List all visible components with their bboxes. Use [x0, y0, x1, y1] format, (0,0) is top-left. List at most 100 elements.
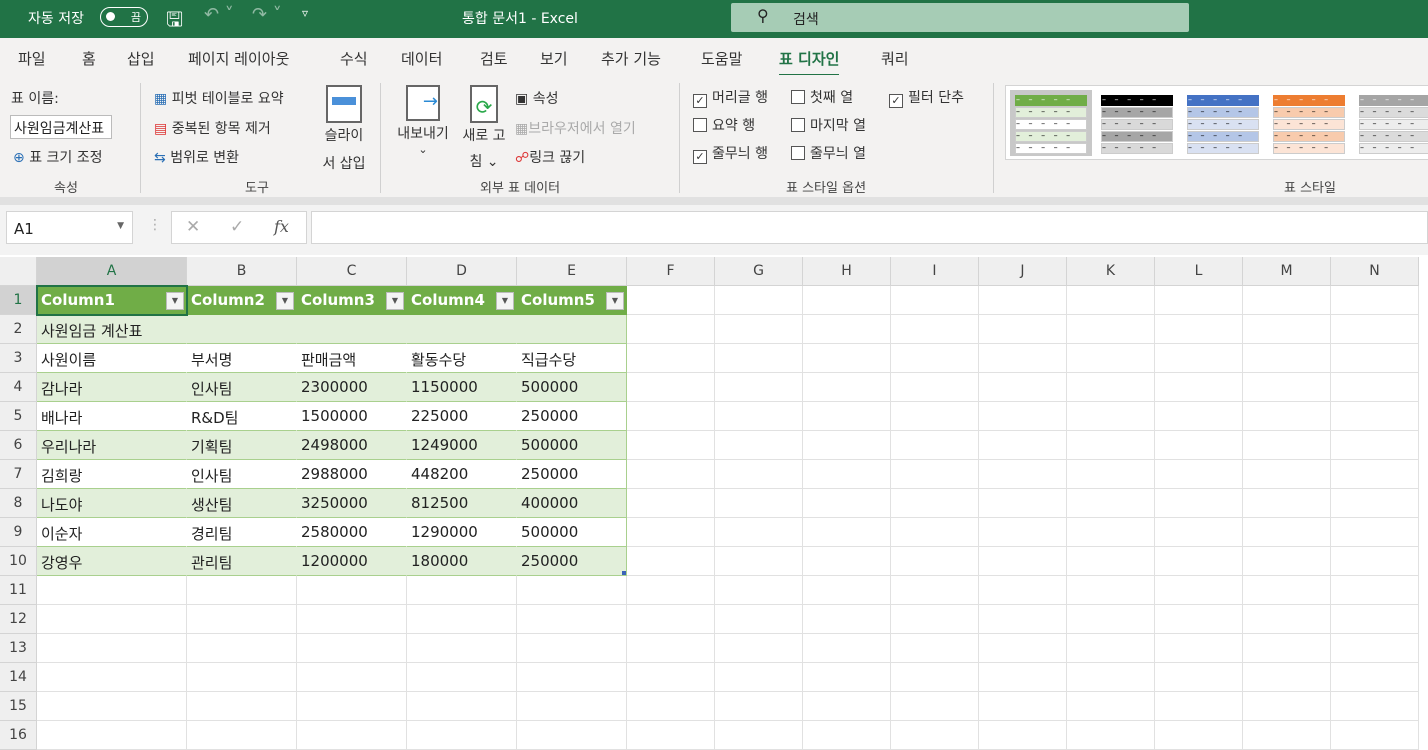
cell-I12[interactable] — [891, 605, 979, 634]
tab-11[interactable]: 쿼리 — [881, 50, 909, 68]
cell-F10[interactable] — [627, 547, 715, 576]
cell-C7[interactable]: 2988000 — [297, 460, 407, 489]
cell-A11[interactable] — [37, 576, 187, 605]
cell-D6[interactable]: 1249000 — [407, 431, 517, 460]
row-header-6[interactable]: 6 — [0, 431, 37, 460]
cell-D13[interactable] — [407, 634, 517, 663]
cell-D2[interactable] — [407, 315, 517, 344]
cell-I3[interactable] — [891, 344, 979, 373]
cell-E14[interactable] — [517, 663, 627, 692]
cell-F16[interactable] — [627, 721, 715, 750]
row-header-8[interactable]: 8 — [0, 489, 37, 518]
cell-D4[interactable]: 1150000 — [407, 373, 517, 402]
cell-H13[interactable] — [803, 634, 891, 663]
cell-L14[interactable] — [1155, 663, 1243, 692]
cell-M15[interactable] — [1243, 692, 1331, 721]
cell-I5[interactable] — [891, 402, 979, 431]
cell-A3[interactable]: 사원이름 — [37, 344, 187, 373]
column-header-C[interactable]: C — [297, 257, 407, 286]
cell-L10[interactable] — [1155, 547, 1243, 576]
cell-G9[interactable] — [715, 518, 803, 547]
row-header-1[interactable]: 1 — [0, 286, 37, 315]
cell-B1[interactable]: Column2 — [187, 286, 297, 315]
cell-K9[interactable] — [1067, 518, 1155, 547]
cell-H11[interactable] — [803, 576, 891, 605]
cell-J13[interactable] — [979, 634, 1067, 663]
cell-I4[interactable] — [891, 373, 979, 402]
style-option-checkbox-3[interactable]: 요약 행 — [693, 115, 755, 135]
cell-J6[interactable] — [979, 431, 1067, 460]
cell-C11[interactable] — [297, 576, 407, 605]
cell-G13[interactable] — [715, 634, 803, 663]
cell-E4[interactable]: 500000 — [517, 373, 627, 402]
cell-N2[interactable] — [1331, 315, 1419, 344]
cell-B7[interactable]: 인사팀 — [187, 460, 297, 489]
cell-A4[interactable]: 감나라 — [37, 373, 187, 402]
cell-D11[interactable] — [407, 576, 517, 605]
tab-4[interactable]: 수식 — [340, 50, 368, 68]
cell-F3[interactable] — [627, 344, 715, 373]
column-header-F[interactable]: F — [627, 257, 715, 286]
cell-H5[interactable] — [803, 402, 891, 431]
cell-J10[interactable] — [979, 547, 1067, 576]
cell-D9[interactable]: 1290000 — [407, 518, 517, 547]
properties-button[interactable]: ▣ 속성 — [515, 88, 558, 108]
row-header-11[interactable]: 11 — [0, 576, 37, 605]
row-header-7[interactable]: 7 — [0, 460, 37, 489]
cell-J1[interactable] — [979, 286, 1067, 315]
cell-L5[interactable] — [1155, 402, 1243, 431]
style-option-checkbox-4[interactable]: 마지막 열 — [791, 115, 866, 135]
filter-dropdown-button[interactable]: ▼ — [386, 292, 404, 310]
tab-0[interactable]: 파일 — [18, 50, 46, 68]
cell-J14[interactable] — [979, 663, 1067, 692]
table-style-gallery[interactable]: – – – – – – – – – – – – – – – – – – – – – – … — [1005, 85, 1428, 160]
table-style-swatch[interactable]: – – – – – – – – – – – – – – – – – – – – – – … — [1354, 90, 1428, 156]
cell-C6[interactable]: 2498000 — [297, 431, 407, 460]
cell-F7[interactable] — [627, 460, 715, 489]
convert-to-range-button[interactable]: ⇆ 범위로 변환 — [154, 147, 239, 167]
table-style-swatch[interactable]: – – – – – – – – – – – – – – – – – – – – – – … — [1268, 90, 1350, 156]
cell-H3[interactable] — [803, 344, 891, 373]
cell-I8[interactable] — [891, 489, 979, 518]
cell-D5[interactable]: 225000 — [407, 402, 517, 431]
row-header-13[interactable]: 13 — [0, 634, 37, 663]
cell-L9[interactable] — [1155, 518, 1243, 547]
formula-input[interactable] — [311, 211, 1428, 244]
cell-K14[interactable] — [1067, 663, 1155, 692]
cell-L8[interactable] — [1155, 489, 1243, 518]
cell-G12[interactable] — [715, 605, 803, 634]
cell-M4[interactable] — [1243, 373, 1331, 402]
cell-N8[interactable] — [1331, 489, 1419, 518]
cell-J2[interactable] — [979, 315, 1067, 344]
autosave-toggle[interactable]: 끔 — [100, 7, 148, 27]
cell-C12[interactable] — [297, 605, 407, 634]
cell-K16[interactable] — [1067, 721, 1155, 750]
table-name-input[interactable]: 사원임금계산표 — [10, 115, 112, 139]
cell-A16[interactable] — [37, 721, 187, 750]
cell-C3[interactable]: 판매금액 — [297, 344, 407, 373]
row-header-10[interactable]: 10 — [0, 547, 37, 576]
cell-B14[interactable] — [187, 663, 297, 692]
style-option-checkbox-0[interactable]: ✓ 머리글 행 — [693, 87, 768, 108]
tab-2[interactable]: 삽입 — [127, 50, 155, 68]
cell-F8[interactable] — [627, 489, 715, 518]
cell-G11[interactable] — [715, 576, 803, 605]
style-option-checkbox-1[interactable]: 첫째 열 — [791, 87, 853, 107]
cell-F4[interactable] — [627, 373, 715, 402]
column-header-L[interactable]: L — [1155, 257, 1243, 286]
style-option-checkbox-2[interactable]: ✓ 필터 단추 — [889, 87, 964, 108]
filter-dropdown-button[interactable]: ▼ — [496, 292, 514, 310]
cell-D12[interactable] — [407, 605, 517, 634]
cell-M12[interactable] — [1243, 605, 1331, 634]
cell-L11[interactable] — [1155, 576, 1243, 605]
cell-B12[interactable] — [187, 605, 297, 634]
cell-H2[interactable] — [803, 315, 891, 344]
cell-G16[interactable] — [715, 721, 803, 750]
cell-J15[interactable] — [979, 692, 1067, 721]
cell-L1[interactable] — [1155, 286, 1243, 315]
table-style-swatch[interactable]: – – – – – – – – – – – – – – – – – – – – – – … — [1182, 90, 1264, 156]
row-header-2[interactable]: 2 — [0, 315, 37, 344]
cell-N1[interactable] — [1331, 286, 1419, 315]
table-resize-handle[interactable] — [622, 571, 626, 575]
cell-D15[interactable] — [407, 692, 517, 721]
